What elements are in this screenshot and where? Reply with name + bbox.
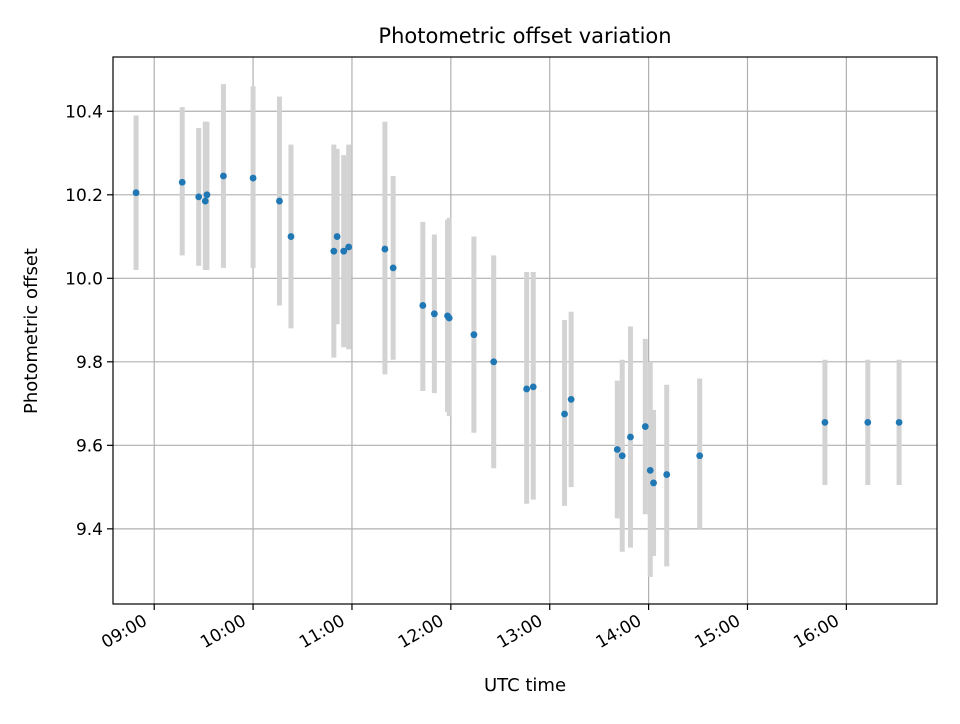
- x-axis-label: UTC time: [484, 675, 566, 696]
- data-point: [330, 247, 338, 255]
- plot-frame: [112, 56, 938, 605]
- y-tick-label: 9.4: [76, 520, 103, 540]
- data-point: [430, 310, 438, 318]
- data-point: [613, 446, 621, 453]
- chart-title: Photometric offset variation: [378, 24, 671, 48]
- data-point: [287, 233, 295, 240]
- data-point: [178, 178, 186, 186]
- data-point: [864, 418, 872, 426]
- data-point: [618, 452, 626, 460]
- data-point: [203, 191, 211, 199]
- data-point: [821, 418, 829, 426]
- y-axis-label: Photometric offset: [21, 248, 42, 414]
- data-point: [340, 247, 348, 255]
- data-point: [276, 197, 283, 205]
- data-point: [663, 471, 671, 478]
- data-point: [445, 314, 453, 322]
- data-point: [490, 358, 498, 366]
- y-tick-label: 10.4: [65, 102, 103, 122]
- data-point: [419, 302, 427, 309]
- data-point: [567, 395, 575, 403]
- data-point: [646, 466, 654, 474]
- data-point: [381, 245, 389, 253]
- data-point: [650, 479, 657, 487]
- data-point: [696, 452, 704, 460]
- data-point: [523, 385, 531, 393]
- y-tick-label: 9.8: [76, 353, 103, 373]
- point-layer: [132, 172, 903, 487]
- data-point: [627, 433, 634, 441]
- data-point: [201, 197, 209, 205]
- y-tick-label: 9.6: [76, 436, 103, 456]
- data-point: [249, 174, 257, 182]
- data-point: [529, 383, 537, 391]
- data-point: [470, 331, 478, 339]
- y-tick-label: 10.2: [65, 186, 103, 206]
- data-point: [132, 189, 140, 197]
- data-point: [895, 418, 903, 426]
- data-point: [641, 423, 649, 430]
- data-point: [561, 410, 568, 418]
- grid-layer: [113, 57, 937, 604]
- y-tick-label: 10.0: [65, 269, 103, 289]
- data-point: [220, 172, 227, 180]
- data-point: [345, 243, 353, 251]
- data-point: [333, 233, 341, 240]
- data-point: [195, 193, 203, 201]
- data-point: [389, 264, 397, 272]
